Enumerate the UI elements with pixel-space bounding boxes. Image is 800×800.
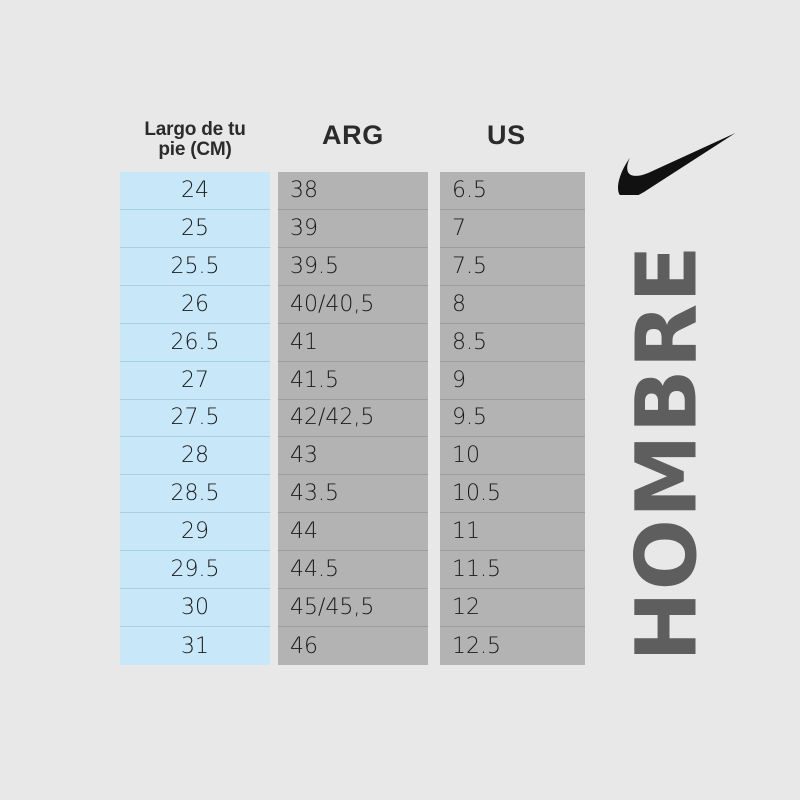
table-cell-us: 8 bbox=[440, 286, 585, 324]
table-body: 24 25 25.5 26 26.5 27 27.5 28 28.5 29 29.5 30 31 38 3… bbox=[120, 172, 585, 665]
table-cell-cm: 28 bbox=[120, 437, 270, 476]
column-arg: 38 39 39.5 40/40,5 41 41.5 42/42,5 43 43.5 44 44.5… bbox=[278, 172, 428, 665]
column-header-us: US bbox=[487, 120, 526, 150]
table-cell-cm: 29 bbox=[120, 513, 270, 552]
table-cell-cm: 27 bbox=[120, 362, 270, 400]
table-cell-us: 10.5 bbox=[440, 475, 585, 514]
table-cell-arg: 42/42,5 bbox=[278, 400, 428, 438]
table-cell-cm: 27.5 bbox=[120, 400, 270, 438]
table-cell-arg: 43 bbox=[278, 437, 428, 476]
table-cell-us: 6.5 bbox=[440, 172, 585, 210]
table-cell-us: 11 bbox=[440, 513, 585, 552]
column-cm: 24 25 25.5 26 26.5 27 27.5 28 28.5 29 29.5 30 31 bbox=[120, 172, 270, 665]
table-cell-arg: 40/40,5 bbox=[278, 286, 428, 324]
table-cell-us: 9.5 bbox=[440, 400, 585, 438]
table-cell-us: 7.5 bbox=[440, 248, 585, 286]
table-cell-cm: 24 bbox=[120, 172, 270, 210]
table-cell-arg: 43.5 bbox=[278, 475, 428, 514]
table-cell-arg: 39 bbox=[278, 210, 428, 248]
table-cell-cm: 29.5 bbox=[120, 551, 270, 590]
nike-swoosh-icon bbox=[618, 133, 736, 199]
table-cell-cm: 30 bbox=[120, 589, 270, 628]
table-cell-us: 9 bbox=[440, 362, 585, 400]
table-cell-arg: 41 bbox=[278, 324, 428, 362]
hombre-text: HOMBRE bbox=[618, 243, 717, 662]
table-cell-arg: 44 bbox=[278, 513, 428, 552]
table-cell-cm: 25 bbox=[120, 210, 270, 248]
table-cell-cm: 26.5 bbox=[120, 324, 270, 362]
table-cell-us: 11.5 bbox=[440, 551, 585, 590]
table-cell-arg: 39.5 bbox=[278, 248, 428, 286]
table-cell-us: 12.5 bbox=[452, 633, 501, 659]
column-us: 6.5 7 7.5 8 8.5 9 9.5 10 10.5 11 11.5 12 12.5 bbox=[440, 172, 585, 665]
table-cell-arg: 46 bbox=[290, 633, 318, 659]
table-cell-us: 10 bbox=[440, 437, 585, 476]
table-cell-cm: 31 bbox=[181, 633, 209, 659]
column-header-cm: Largo de tu pie (CM) bbox=[144, 119, 246, 160]
table-cell-arg: 38 bbox=[278, 172, 428, 210]
table-cell-arg: 44.5 bbox=[278, 551, 428, 590]
table-cell-us: 7 bbox=[440, 210, 585, 248]
table-cell-cm: 26 bbox=[120, 286, 270, 324]
table-cell-us: 12 bbox=[440, 589, 585, 628]
table-cell-us: 8.5 bbox=[440, 324, 585, 362]
table-header: Largo de tu pie (CM) ARG US bbox=[120, 118, 585, 172]
table-cell-cm: 28.5 bbox=[120, 475, 270, 514]
column-header-arg: ARG bbox=[322, 120, 384, 150]
table-cell-arg: 41.5 bbox=[278, 362, 428, 400]
table-cell-cm: 25.5 bbox=[120, 248, 270, 286]
hombre-label: HOMBRE bbox=[612, 225, 722, 680]
table-cell-arg: 45/45,5 bbox=[278, 589, 428, 628]
